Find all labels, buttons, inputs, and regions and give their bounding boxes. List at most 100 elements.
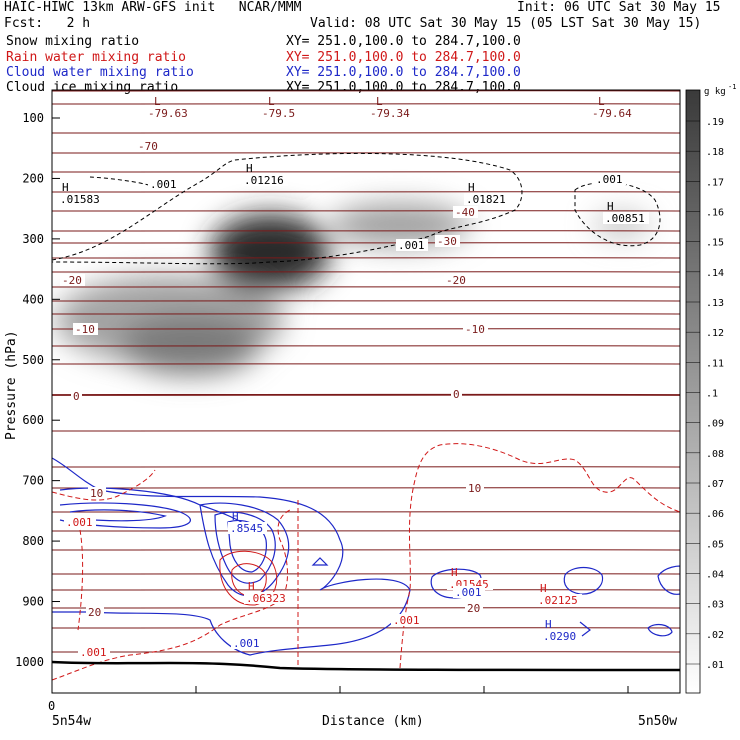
high-label-bg (244, 592, 290, 604)
high-label: .0290 (543, 630, 576, 643)
temperature-label-bg (88, 487, 106, 499)
high-marker: H (607, 200, 614, 213)
temperature-label-bg (73, 323, 98, 335)
colorbar-unit: g kg (704, 87, 726, 97)
colorbar-tick-label: .05 (706, 539, 724, 550)
temperature-label: -40 (455, 206, 475, 219)
cloud-water-contour-2 (59, 502, 191, 529)
y-axis: 100 200 300 400 500 600 700 800 900 1000 (15, 111, 60, 669)
cloud-water-contour-4 (199, 502, 290, 597)
rain-contours (52, 443, 680, 681)
colorbar-unit-exponent: -1 (728, 83, 736, 91)
high-label: .01216 (244, 174, 284, 187)
temperature-label: -20 (62, 274, 82, 287)
y-tick-label: 500 (22, 353, 44, 367)
y-tick-label: 800 (22, 534, 44, 548)
temperature-contours (52, 90, 680, 653)
contour-label: .001 (393, 614, 420, 627)
temperature-contour-line (52, 210, 680, 212)
temperature-label: 10 (90, 487, 103, 500)
field-rain-xy: XY= 251.0,100.0 to 284.7,100.0 (286, 50, 521, 65)
high-marker: H (540, 582, 547, 595)
rain-contour-loop (219, 550, 278, 606)
colorbar-tick-label: .17 (706, 177, 724, 188)
temperature-label-bg (71, 390, 82, 402)
temperature-label: -70 (138, 140, 158, 153)
cloud-ice-contour-right (574, 182, 661, 247)
low-label-bg (260, 107, 299, 119)
contour-label-bg (78, 646, 110, 658)
temperature-contour-line (52, 530, 680, 532)
x-axis (51, 686, 629, 693)
cloud-water-contour-tip (579, 621, 591, 637)
high-marker: H (232, 510, 239, 523)
y-tick-label: 300 (22, 232, 44, 246)
high-marker: H (451, 566, 458, 579)
snow-shading (55, 203, 650, 375)
temperature-contour-line (52, 363, 680, 365)
contour-label-bg (231, 637, 263, 649)
contour-label-bg (453, 586, 485, 598)
low-label: -79.5 (262, 107, 295, 120)
high-label-bg (228, 522, 267, 534)
contour-label: .001 (455, 586, 482, 599)
temperature-label-bg (60, 274, 85, 286)
colorbar-tick-label: .04 (706, 570, 724, 581)
contour-label: .001 (150, 178, 177, 191)
high-label: .02125 (538, 594, 578, 607)
temperature-contour-line (52, 313, 680, 315)
temperature-contour-line (52, 589, 680, 591)
temperature-label: 0 (73, 390, 80, 403)
plot-frame (51, 89, 681, 694)
temperature-contour-line (52, 257, 680, 259)
low-marker: L (598, 95, 605, 108)
high-label-bg (541, 630, 580, 642)
temperature-contour-line (52, 466, 680, 468)
colorbar-tick-label: .03 (706, 600, 724, 611)
high-label-bg (536, 594, 582, 606)
temperature-contour-line (52, 511, 680, 513)
y-tick-label: 600 (22, 413, 44, 427)
low-label-bg (590, 107, 636, 119)
temperature-contour-line (52, 152, 680, 154)
contour-label: .001 (398, 239, 425, 252)
low-label: -79.63 (148, 107, 188, 120)
x-axis-label: Distance (km) (322, 714, 424, 729)
temperature-label: 10 (468, 482, 481, 495)
temperature-contour-line (52, 430, 680, 432)
x-axis-right-location: 5n50w (638, 714, 677, 729)
temperature-contour-line (52, 90, 680, 92)
header-fcst: Fcst: 2 h (4, 16, 91, 31)
low-label-bg (146, 107, 192, 119)
colorbar-tick-label: .13 (706, 298, 724, 309)
temperature-contour-line (52, 393, 680, 397)
temperature-label-bg (435, 235, 460, 247)
temperature-contour-line (52, 627, 680, 629)
temperature-contour-line (52, 191, 680, 193)
y-tick-label: 700 (22, 474, 44, 488)
cloud-water-contour-3 (69, 509, 167, 522)
cloud-ice-contour-main (52, 152, 523, 265)
cloud-water-contour-5 (214, 511, 276, 584)
temperature-contour-line (52, 132, 680, 134)
high-label-bg (58, 193, 104, 205)
colorbar-tick-label: .19 (706, 117, 724, 128)
colorbar-tick-label: .1 (706, 389, 718, 400)
cloud-ice-contour-left (89, 176, 153, 187)
rain-contour-bottom (52, 509, 291, 681)
high-label-bg (242, 174, 288, 186)
temperature-label-bg (466, 482, 484, 494)
header-init: Init: 06 UTC Sat 30 May 15 (517, 0, 721, 15)
temperature-contour-line (52, 345, 680, 347)
colorbar-tick-label: .06 (706, 509, 724, 520)
low-marker: L (376, 95, 383, 108)
high-marker: H (248, 580, 255, 593)
contour-label: .001 (596, 173, 623, 186)
colorbar-strip (685, 89, 701, 694)
high-label: .01583 (60, 193, 100, 206)
colorbar-tick-label: .14 (706, 268, 724, 279)
field-rain-name: Rain water mixing ratio (6, 50, 187, 65)
contour-label: .001 (233, 637, 260, 650)
